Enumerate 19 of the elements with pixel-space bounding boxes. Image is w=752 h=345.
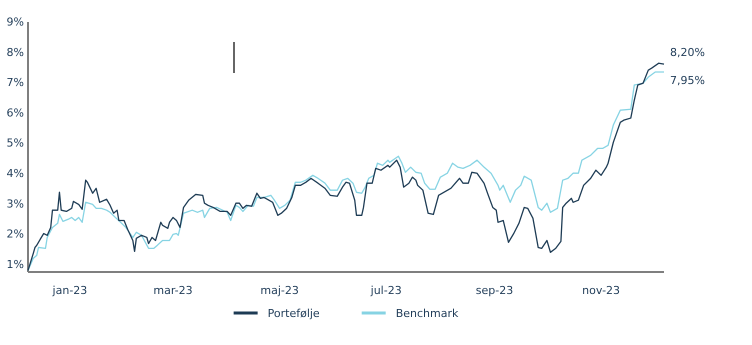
x-tick-label: jul-23 [370,284,402,297]
y-tick-label: 6% [6,106,24,120]
y-tick-label: 7% [6,76,24,90]
y-tick-label: 9% [6,16,24,29]
x-tick-label: mar-23 [153,284,193,297]
y-tick-label: 1% [6,258,24,271]
annotation: 7,95% [670,74,705,87]
y-tick-label: 2% [6,228,24,241]
y-tick-label: 8% [6,46,24,59]
x-tick-label: nov-23 [582,284,620,297]
legend-label: Portefølje [268,307,320,320]
y-tick-label: 4% [6,167,24,180]
y-tick-label: 3% [6,197,24,210]
x-tick-label: jan-23 [52,284,88,297]
legend-label: Benchmark [396,307,459,320]
x-tick-label: maj-23 [260,284,299,297]
x-tick-label: sep-23 [476,284,514,297]
y-tick-label: 5% [6,136,24,150]
annotation: 8,20% [670,46,705,60]
